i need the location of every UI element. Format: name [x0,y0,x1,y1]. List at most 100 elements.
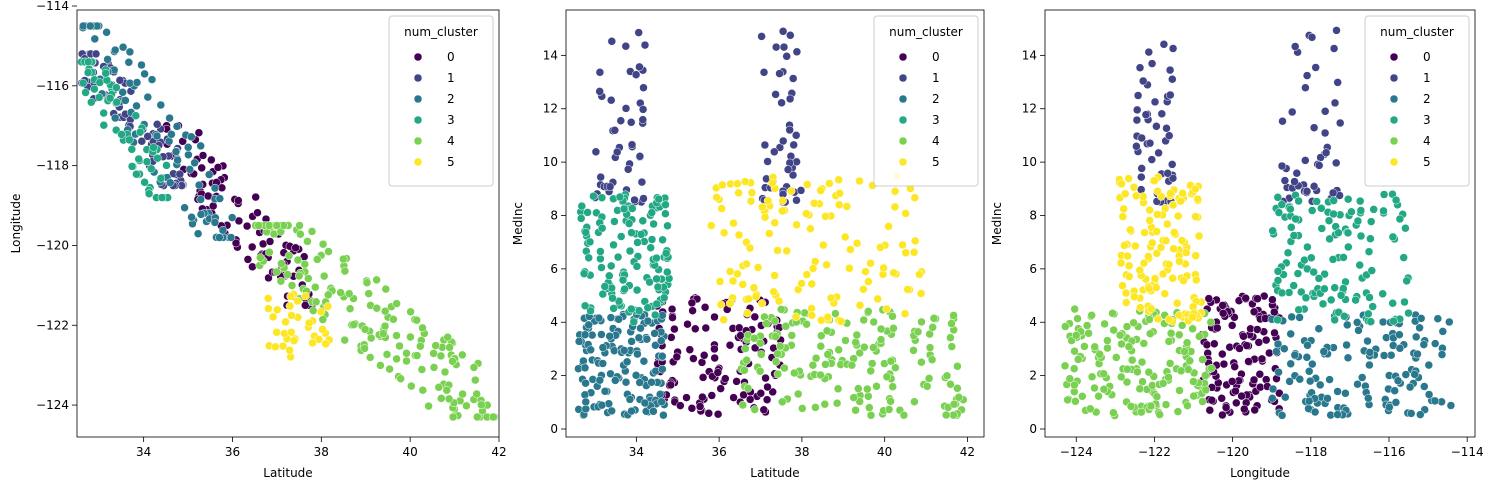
point-cluster-3 [131,111,141,120]
point-cluster-3 [1312,197,1321,206]
point-cluster-4 [1071,331,1081,340]
point-cluster-1 [1290,177,1299,186]
point-cluster-4 [313,255,322,264]
point-cluster-4 [340,266,350,276]
point-cluster-4 [372,275,381,285]
x-tick-label: −114 [1451,445,1484,459]
point-cluster-0 [1270,328,1279,338]
point-cluster-3 [596,247,605,256]
point-cluster-5 [898,240,907,250]
axes-frame [565,9,985,438]
point-cluster-4 [324,290,333,300]
legend: num_cluster 0 1 2 3 4 5 [388,15,494,187]
point-cluster-4 [888,382,897,391]
point-cluster-2 [215,194,225,203]
point-cluster-2 [586,345,595,355]
point-cluster-4 [311,297,321,307]
point-cluster-3 [663,267,672,277]
y-tick-label: 4 [550,315,558,329]
point-cluster-4 [899,410,909,420]
point-cluster-4 [396,374,405,383]
point-cluster-4 [949,410,958,420]
point-cluster-0 [198,151,208,160]
point-cluster-4 [436,351,446,361]
point-cluster-3 [132,169,141,179]
point-cluster-0 [688,306,697,315]
point-cluster-3 [1388,298,1397,308]
point-cluster-4 [1183,401,1192,410]
point-cluster-2 [1363,336,1372,346]
point-cluster-5 [1194,231,1204,241]
point-cluster-5 [889,268,898,278]
point-cluster-5 [287,327,296,337]
point-cluster-0 [207,155,216,165]
point-cluster-3 [147,164,156,174]
point-cluster-0 [668,313,677,322]
point-cluster-5 [1193,194,1203,204]
y-tick-label: 6 [1029,262,1037,276]
y-axis-label: Longitude [9,194,23,254]
point-cluster-3 [127,145,137,154]
point-cluster-4 [1103,343,1112,353]
point-cluster-4 [876,324,886,334]
point-cluster-4 [1145,329,1155,338]
point-cluster-2 [1286,329,1295,339]
point-cluster-4 [395,341,404,351]
point-cluster-3 [1343,194,1353,204]
point-cluster-2 [1314,324,1324,333]
point-cluster-4 [412,351,422,360]
point-cluster-3 [1369,205,1378,214]
point-cluster-0 [1218,301,1227,310]
point-cluster-1 [1301,156,1310,165]
point-cluster-1 [1163,169,1172,178]
point-cluster-0 [1254,338,1264,347]
point-cluster-5 [734,188,743,198]
point-cluster-2 [1287,312,1296,322]
point-cluster-4 [738,400,748,410]
point-cluster-3 [627,304,636,314]
point-cluster-1 [607,37,617,46]
point-cluster-1 [1309,123,1319,132]
point-cluster-5 [738,280,748,289]
point-cluster-2 [1382,333,1391,342]
point-cluster-2 [1446,401,1456,410]
point-cluster-4 [841,336,850,345]
y-tick-label: −122 [36,318,69,332]
y-tick-label: −124 [36,398,69,412]
point-cluster-0 [1249,375,1259,385]
point-cluster-3 [658,235,667,245]
point-cluster-4 [891,363,900,372]
point-cluster-4 [847,360,857,370]
point-cluster-3 [1368,302,1377,311]
point-cluster-4 [1103,336,1112,345]
point-cluster-0 [208,201,218,211]
point-cluster-3 [140,178,149,187]
point-cluster-4 [942,371,952,381]
point-cluster-1 [777,98,786,108]
point-cluster-1 [610,126,620,135]
point-cluster-2 [1410,370,1419,379]
point-cluster-3 [1353,216,1363,226]
point-cluster-2 [1395,344,1405,353]
point-cluster-4 [1090,342,1099,352]
point-cluster-2 [137,60,146,70]
point-cluster-3 [597,223,607,233]
point-cluster-0 [1205,405,1215,415]
point-cluster-4 [1175,386,1184,395]
point-cluster-0 [1210,339,1219,349]
point-cluster-3 [1284,288,1294,297]
point-cluster-1 [1145,138,1155,148]
point-cluster-4 [917,357,926,367]
point-cluster-2 [1295,313,1304,322]
point-cluster-3 [586,306,595,316]
point-cluster-5 [1123,251,1132,261]
point-cluster-2 [124,58,134,67]
point-cluster-2 [1295,374,1305,384]
point-cluster-4 [820,399,830,409]
point-cluster-4 [402,349,411,358]
point-cluster-4 [755,366,765,376]
point-cluster-5 [1116,258,1126,268]
point-cluster-3 [1356,231,1366,241]
point-cluster-5 [845,264,854,273]
point-cluster-2 [657,397,666,407]
